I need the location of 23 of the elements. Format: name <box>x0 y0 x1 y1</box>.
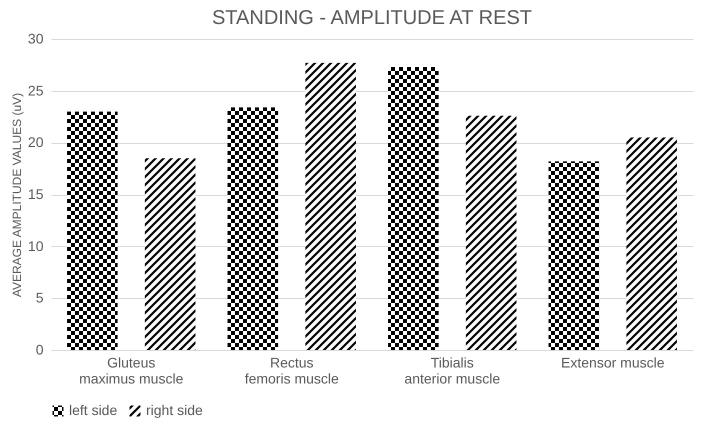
x-tick-label: Tibialis anterior muscle <box>404 354 500 386</box>
bar <box>305 62 356 350</box>
y-axis-title: AVERAGE AMPLITUDE VALUES (uV) <box>10 92 24 298</box>
legend-label: left side <box>69 402 118 418</box>
bar <box>466 116 516 350</box>
y-tick-label: 20 <box>28 134 44 150</box>
bar <box>548 161 600 350</box>
x-tick-label: Gluteus maximus muscle <box>79 354 184 386</box>
x-tick-label: Rectus femoris muscle <box>244 354 340 386</box>
y-tick-label: 30 <box>28 30 44 46</box>
y-tick-label: 25 <box>28 82 44 98</box>
y-tick-label: 0 <box>36 342 44 358</box>
legend-label: right side <box>146 402 204 418</box>
bar <box>144 158 196 350</box>
y-tick-label: 10 <box>28 238 44 254</box>
bar <box>626 137 677 350</box>
bar <box>388 66 439 350</box>
chart-title: STANDING - AMPLITUDE AT REST <box>212 7 532 29</box>
bar <box>228 107 278 350</box>
x-tick-label: Extensor muscle <box>561 354 665 370</box>
y-tick-label: 5 <box>36 290 44 306</box>
bar <box>67 112 118 350</box>
y-tick-label: 15 <box>28 186 44 202</box>
